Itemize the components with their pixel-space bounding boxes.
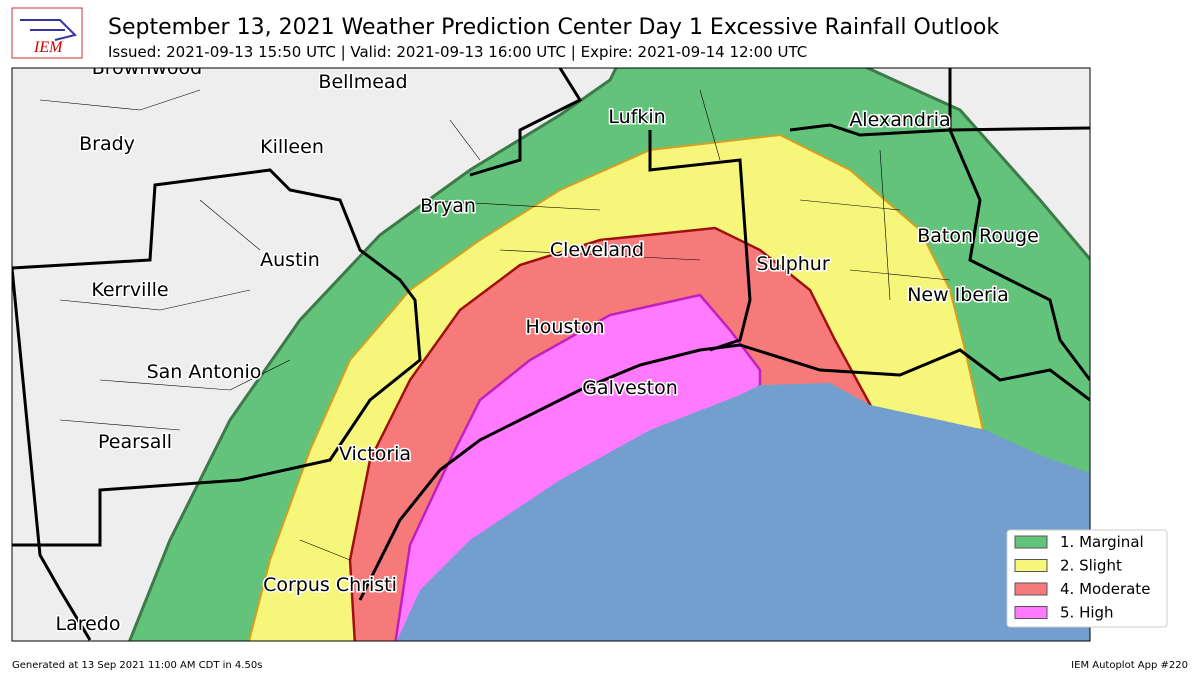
title: September 13, 2021 Weather Prediction Ce… xyxy=(108,15,999,40)
ocean xyxy=(396,383,1090,641)
legend-swatch xyxy=(1014,535,1048,549)
city-label: Pearsall xyxy=(98,431,172,453)
city-label: Lufkin xyxy=(608,106,665,128)
city-label: Galveston xyxy=(582,377,678,399)
city-label: Brady xyxy=(79,133,135,155)
city-label: Alexandria xyxy=(849,109,950,131)
logo-text: IEM xyxy=(33,39,64,56)
city-label: Laredo xyxy=(56,613,121,635)
city-label: Bryan xyxy=(420,195,476,217)
subtitle: Issued: 2021-09-13 15:50 UTC | Valid: 20… xyxy=(108,43,807,61)
city-label: Victoria xyxy=(339,443,411,465)
legend: 1. Marginal 2. Slight 4. Moderate 5. High xyxy=(1006,529,1168,628)
legend-swatch xyxy=(1014,582,1048,596)
legend-label: 4. Moderate xyxy=(1060,580,1150,598)
legend-swatch xyxy=(1014,559,1048,572)
city-label: Kerrville xyxy=(91,279,168,301)
legend-label: 2. Slight xyxy=(1060,557,1122,575)
footer-right: IEM Autoplot App #220 xyxy=(1071,660,1188,671)
city-label: Sulphur xyxy=(756,253,830,275)
city-labels: Brownwood Bellmead Lufkin Alexandria Bra… xyxy=(54,57,1040,637)
city-label: Killeen xyxy=(260,136,324,158)
city-label: San Antonio xyxy=(147,361,262,383)
legend-swatch xyxy=(1014,606,1048,619)
city-label: Brownwood xyxy=(92,57,202,79)
map-frame xyxy=(11,67,1091,642)
legend-label: 1. Marginal xyxy=(1060,533,1144,551)
city-label: Cleveland xyxy=(550,239,644,261)
city-label: Baton Rouge xyxy=(917,225,1039,247)
footer-left: Generated at 13 Sep 2021 11:00 AM CDT in… xyxy=(12,660,262,671)
map: Brownwood Bellmead Lufkin Alexandria Bra… xyxy=(12,57,1090,641)
logo: IEM xyxy=(11,7,83,59)
city-label: New Iberia xyxy=(907,284,1009,306)
city-label: Austin xyxy=(260,249,320,271)
city-label: Bellmead xyxy=(318,71,407,93)
borders xyxy=(12,68,1090,641)
county-lines xyxy=(39,89,951,561)
legend-label: 5. High xyxy=(1060,604,1114,622)
city-label: Corpus Christi xyxy=(263,574,397,596)
city-label: Houston xyxy=(526,316,605,338)
